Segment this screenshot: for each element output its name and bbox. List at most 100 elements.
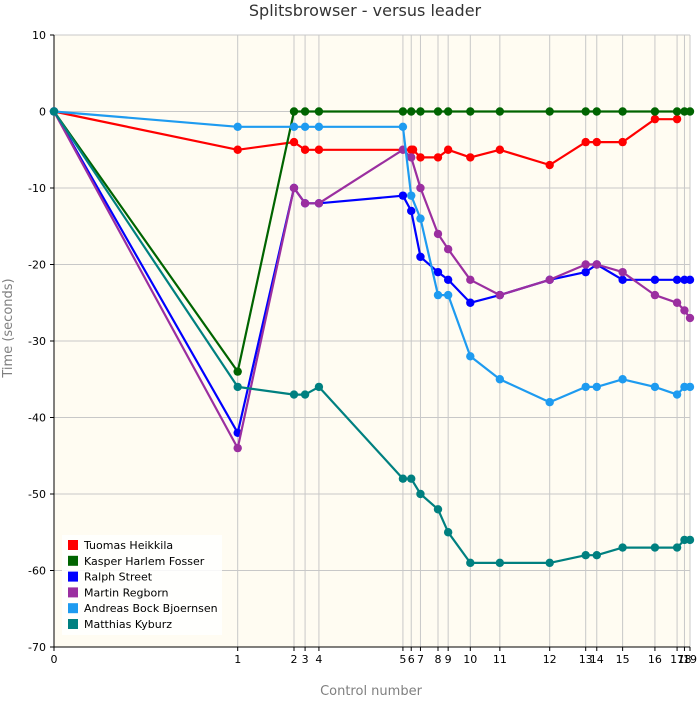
legend-item[interactable]: Matthias Kyburz xyxy=(68,618,172,631)
data-point[interactable] xyxy=(592,551,601,560)
data-point[interactable] xyxy=(314,122,324,131)
data-point[interactable] xyxy=(408,145,418,154)
data-point[interactable] xyxy=(433,153,443,162)
data-point[interactable] xyxy=(314,145,324,154)
data-point[interactable] xyxy=(300,122,310,131)
data-point[interactable] xyxy=(650,290,660,300)
data-point[interactable] xyxy=(466,298,475,307)
data-point[interactable] xyxy=(398,107,408,116)
data-point[interactable] xyxy=(314,382,324,392)
data-point[interactable] xyxy=(443,145,453,154)
data-point[interactable] xyxy=(289,107,299,116)
data-point[interactable] xyxy=(407,107,416,116)
data-point[interactable] xyxy=(495,145,505,154)
data-point[interactable] xyxy=(300,390,310,399)
data-point[interactable] xyxy=(443,528,453,537)
data-point[interactable] xyxy=(650,275,660,284)
data-point[interactable] xyxy=(545,107,554,116)
data-point[interactable] xyxy=(685,313,695,323)
data-point[interactable] xyxy=(618,107,627,116)
data-point[interactable] xyxy=(672,114,682,124)
legend-item[interactable]: Andreas Bock Bjoernsen xyxy=(68,602,218,615)
data-point[interactable] xyxy=(443,107,453,116)
data-point[interactable] xyxy=(300,145,310,154)
data-point[interactable] xyxy=(581,382,590,392)
data-point[interactable] xyxy=(407,474,416,483)
data-point[interactable] xyxy=(672,298,682,307)
data-point[interactable] xyxy=(416,489,425,499)
data-point[interactable] xyxy=(618,137,627,147)
data-point[interactable] xyxy=(592,107,601,116)
data-point[interactable] xyxy=(233,367,242,376)
data-point[interactable] xyxy=(545,275,554,284)
data-point[interactable] xyxy=(618,267,627,277)
data-point[interactable] xyxy=(233,122,242,131)
data-point[interactable] xyxy=(416,153,425,162)
data-point[interactable] xyxy=(466,107,475,116)
data-point[interactable] xyxy=(416,183,425,193)
data-point[interactable] xyxy=(685,275,695,284)
data-point[interactable] xyxy=(672,275,682,284)
data-point[interactable] xyxy=(443,290,453,300)
data-point[interactable] xyxy=(433,229,443,239)
data-point[interactable] xyxy=(233,145,242,154)
data-point[interactable] xyxy=(680,306,689,315)
data-point[interactable] xyxy=(650,382,660,392)
data-point[interactable] xyxy=(592,382,601,392)
data-point[interactable] xyxy=(650,114,660,124)
data-point[interactable] xyxy=(416,252,425,262)
data-point[interactable] xyxy=(466,275,475,284)
data-point[interactable] xyxy=(592,260,601,269)
data-point[interactable] xyxy=(618,275,627,284)
data-point[interactable] xyxy=(650,107,660,116)
data-point[interactable] xyxy=(314,107,324,116)
data-point[interactable] xyxy=(592,137,601,147)
data-point[interactable] xyxy=(233,443,242,453)
data-point[interactable] xyxy=(433,107,443,116)
legend-item[interactable]: Martin Regborn xyxy=(68,586,169,599)
data-point[interactable] xyxy=(495,107,505,116)
data-point[interactable] xyxy=(495,558,505,568)
data-point[interactable] xyxy=(407,191,416,200)
data-point[interactable] xyxy=(314,199,324,208)
data-point[interactable] xyxy=(289,122,299,131)
data-point[interactable] xyxy=(433,505,443,514)
data-point[interactable] xyxy=(545,398,554,407)
data-point[interactable] xyxy=(398,122,408,131)
data-point[interactable] xyxy=(416,214,425,223)
data-point[interactable] xyxy=(495,375,505,384)
data-point[interactable] xyxy=(289,183,299,193)
data-point[interactable] xyxy=(581,107,590,116)
data-point[interactable] xyxy=(545,160,554,170)
data-point[interactable] xyxy=(443,245,453,254)
data-point[interactable] xyxy=(672,390,682,399)
data-point[interactable] xyxy=(581,260,590,269)
data-point[interactable] xyxy=(416,107,425,116)
data-point[interactable] xyxy=(685,535,695,545)
data-point[interactable] xyxy=(685,382,695,392)
data-point[interactable] xyxy=(581,551,590,560)
data-point[interactable] xyxy=(233,382,242,392)
data-point[interactable] xyxy=(433,267,443,277)
data-point[interactable] xyxy=(672,543,682,552)
data-point[interactable] xyxy=(407,153,416,162)
data-point[interactable] xyxy=(618,375,627,384)
data-point[interactable] xyxy=(49,107,59,116)
data-point[interactable] xyxy=(407,206,416,216)
data-point[interactable] xyxy=(672,107,682,116)
data-point[interactable] xyxy=(618,543,627,552)
data-point[interactable] xyxy=(466,352,475,361)
data-point[interactable] xyxy=(398,474,408,483)
legend[interactable]: Tuomas Heikkila Kasper Harlem Fosser Ralph… xyxy=(62,535,222,635)
data-point[interactable] xyxy=(300,107,310,116)
legend-item[interactable]: Ralph Street xyxy=(68,571,153,584)
data-point[interactable] xyxy=(581,137,590,147)
data-point[interactable] xyxy=(685,107,695,116)
data-point[interactable] xyxy=(495,290,505,300)
data-point[interactable] xyxy=(289,390,299,399)
data-point[interactable] xyxy=(443,275,453,284)
data-point[interactable] xyxy=(545,558,554,568)
data-point[interactable] xyxy=(398,191,408,200)
data-point[interactable] xyxy=(581,267,590,277)
legend-item[interactable]: Kasper Harlem Fosser xyxy=(68,555,205,568)
